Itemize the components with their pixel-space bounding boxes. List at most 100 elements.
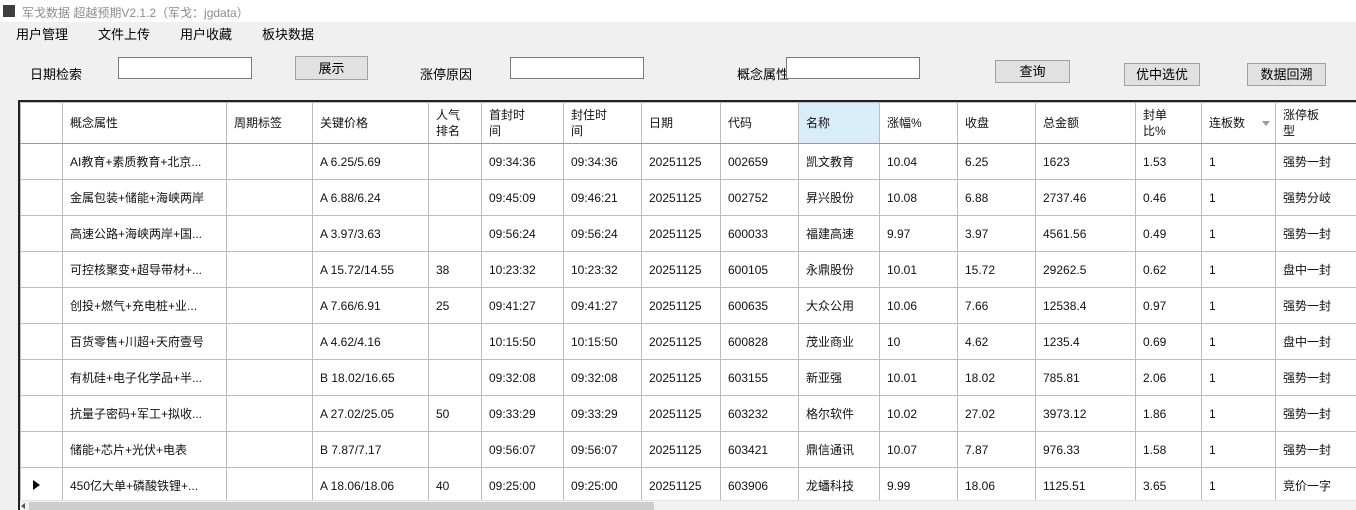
cell-close[interactable]: 7.66 [957, 287, 1036, 324]
cell-change_pct[interactable]: 10.02 [879, 395, 958, 432]
cell-total_amount[interactable]: 29262.5 [1035, 251, 1136, 288]
cell-cycle_tag[interactable] [226, 179, 313, 216]
cell-seal_ratio_pct[interactable]: 1.58 [1135, 431, 1202, 468]
column-header-total_amount[interactable]: 总金额 [1035, 102, 1136, 144]
cell-board_type[interactable]: 盘中一封 [1275, 251, 1356, 288]
cell-board_type[interactable]: 强势一封 [1275, 359, 1356, 396]
cell-date[interactable]: 20251125 [641, 323, 721, 360]
cell-change_pct[interactable]: 9.99 [879, 467, 958, 504]
column-header-concept[interactable]: 概念属性 [62, 102, 227, 144]
scrollbar-thumb[interactable] [29, 502, 654, 510]
cell-consecutive_boards[interactable]: 1 [1201, 467, 1276, 504]
query-button[interactable]: 查询 [995, 60, 1070, 83]
cell-date[interactable]: 20251125 [641, 431, 721, 468]
cell-total_amount[interactable]: 2737.46 [1035, 179, 1136, 216]
cell-name[interactable]: 昇兴股份 [798, 179, 880, 216]
cell-concept[interactable]: 可控核聚变+超导带材+... [62, 251, 227, 288]
row-selector-cell[interactable] [20, 467, 63, 504]
cell-cycle_tag[interactable] [226, 215, 313, 252]
cell-name[interactable]: 格尔软件 [798, 395, 880, 432]
cell-total_amount[interactable]: 1623 [1035, 143, 1136, 180]
cell-date[interactable]: 20251125 [641, 215, 721, 252]
cell-concept[interactable]: 有机硅+电子化学品+半... [62, 359, 227, 396]
row-selector-cell[interactable] [20, 215, 63, 252]
column-header-cycle_tag[interactable]: 周期标签 [226, 102, 313, 144]
concept-attribute-input[interactable] [786, 57, 920, 79]
cell-rank[interactable] [428, 359, 482, 396]
cell-key_price[interactable]: B 18.02/16.65 [312, 359, 429, 396]
cell-close[interactable]: 27.02 [957, 395, 1036, 432]
cell-date[interactable]: 20251125 [641, 179, 721, 216]
cell-consecutive_boards[interactable]: 1 [1201, 287, 1276, 324]
row-selector-cell[interactable] [20, 179, 63, 216]
best-pick-button[interactable]: 优中选优 [1124, 63, 1200, 86]
cell-board_type[interactable]: 强势一封 [1275, 395, 1356, 432]
cell-board_type[interactable]: 强势一封 [1275, 431, 1356, 468]
cell-rank[interactable]: 25 [428, 287, 482, 324]
cell-cycle_tag[interactable] [226, 251, 313, 288]
column-header-first_seal_time[interactable]: 首封时间 [481, 102, 564, 144]
cell-date[interactable]: 20251125 [641, 143, 721, 180]
cell-total_amount[interactable]: 1125.51 [1035, 467, 1136, 504]
date-search-input[interactable] [118, 57, 252, 79]
cell-code[interactable]: 600105 [720, 251, 799, 288]
table-row[interactable]: 储能+芯片+光伏+电表 B 7.87/7.17 09:56:07 09:56:07 20… [20, 431, 1356, 468]
menu-item-file-upload[interactable]: 文件上传 [98, 27, 151, 42]
table-row[interactable]: 百货零售+川超+天府壹号 A 4.62/4.16 10:15:50 10:15:50 2… [20, 323, 1356, 360]
cell-seal_time[interactable]: 09:34:36 [563, 143, 642, 180]
cell-seal_ratio_pct[interactable]: 1.86 [1135, 395, 1202, 432]
cell-rank[interactable]: 38 [428, 251, 482, 288]
column-header-change_pct[interactable]: 涨幅% [879, 102, 958, 144]
cell-change_pct[interactable]: 10.06 [879, 287, 958, 324]
cell-close[interactable]: 18.02 [957, 359, 1036, 396]
cell-seal_ratio_pct[interactable]: 0.46 [1135, 179, 1202, 216]
cell-concept[interactable]: 高速公路+海峡两岸+国... [62, 215, 227, 252]
cell-cycle_tag[interactable] [226, 287, 313, 324]
table-row[interactable]: 可控核聚变+超导带材+... A 15.72/14.55 38 10:23:32 10:… [20, 251, 1356, 288]
cell-close[interactable]: 15.72 [957, 251, 1036, 288]
cell-total_amount[interactable]: 4561.56 [1035, 215, 1136, 252]
menu-item-sector-data[interactable]: 板块数据 [262, 27, 315, 42]
cell-rank[interactable] [428, 143, 482, 180]
column-header-rank[interactable]: 人气排名 [428, 102, 482, 144]
cell-date[interactable]: 20251125 [641, 287, 721, 324]
cell-date[interactable]: 20251125 [641, 251, 721, 288]
row-selector-cell[interactable] [20, 287, 63, 324]
cell-seal_time[interactable]: 09:33:29 [563, 395, 642, 432]
cell-close[interactable]: 6.25 [957, 143, 1036, 180]
cell-seal_ratio_pct[interactable]: 0.49 [1135, 215, 1202, 252]
cell-concept[interactable]: 创投+燃气+充电桩+业... [62, 287, 227, 324]
cell-concept[interactable]: 金属包装+储能+海峡两岸 [62, 179, 227, 216]
column-header-seal_time[interactable]: 封住时间 [563, 102, 642, 144]
cell-change_pct[interactable]: 9.97 [879, 215, 958, 252]
cell-total_amount[interactable]: 3973.12 [1035, 395, 1136, 432]
table-row[interactable]: 有机硅+电子化学品+半... B 18.02/16.65 09:32:08 09:32… [20, 359, 1356, 396]
cell-seal_time[interactable]: 09:56:07 [563, 431, 642, 468]
cell-consecutive_boards[interactable]: 1 [1201, 251, 1276, 288]
cell-close[interactable]: 3.97 [957, 215, 1036, 252]
cell-first_seal_time[interactable]: 09:56:07 [481, 431, 564, 468]
column-header-selector[interactable] [20, 102, 63, 144]
row-selector-cell[interactable] [20, 143, 63, 180]
cell-consecutive_boards[interactable]: 1 [1201, 323, 1276, 360]
cell-change_pct[interactable]: 10.07 [879, 431, 958, 468]
cell-rank[interactable] [428, 179, 482, 216]
cell-cycle_tag[interactable] [226, 143, 313, 180]
cell-cycle_tag[interactable] [226, 323, 313, 360]
cell-rank[interactable]: 40 [428, 467, 482, 504]
cell-date[interactable]: 20251125 [641, 395, 721, 432]
cell-code[interactable]: 600635 [720, 287, 799, 324]
column-header-consecutive_boards[interactable]: 连板数 [1201, 102, 1276, 144]
cell-rank[interactable] [428, 431, 482, 468]
cell-change_pct[interactable]: 10.08 [879, 179, 958, 216]
cell-key_price[interactable]: A 27.02/25.05 [312, 395, 429, 432]
cell-consecutive_boards[interactable]: 1 [1201, 215, 1276, 252]
cell-first_seal_time[interactable]: 09:45:09 [481, 179, 564, 216]
cell-code[interactable]: 603232 [720, 395, 799, 432]
cell-key_price[interactable]: A 6.88/6.24 [312, 179, 429, 216]
horizontal-scrollbar[interactable] [20, 500, 1356, 510]
cell-first_seal_time[interactable]: 09:56:24 [481, 215, 564, 252]
cell-code[interactable]: 603421 [720, 431, 799, 468]
menu-item-user-management[interactable]: 用户管理 [16, 27, 69, 42]
table-row[interactable]: AI教育+素质教育+北京... A 6.25/5.69 09:34:36 09:34:… [20, 143, 1356, 180]
